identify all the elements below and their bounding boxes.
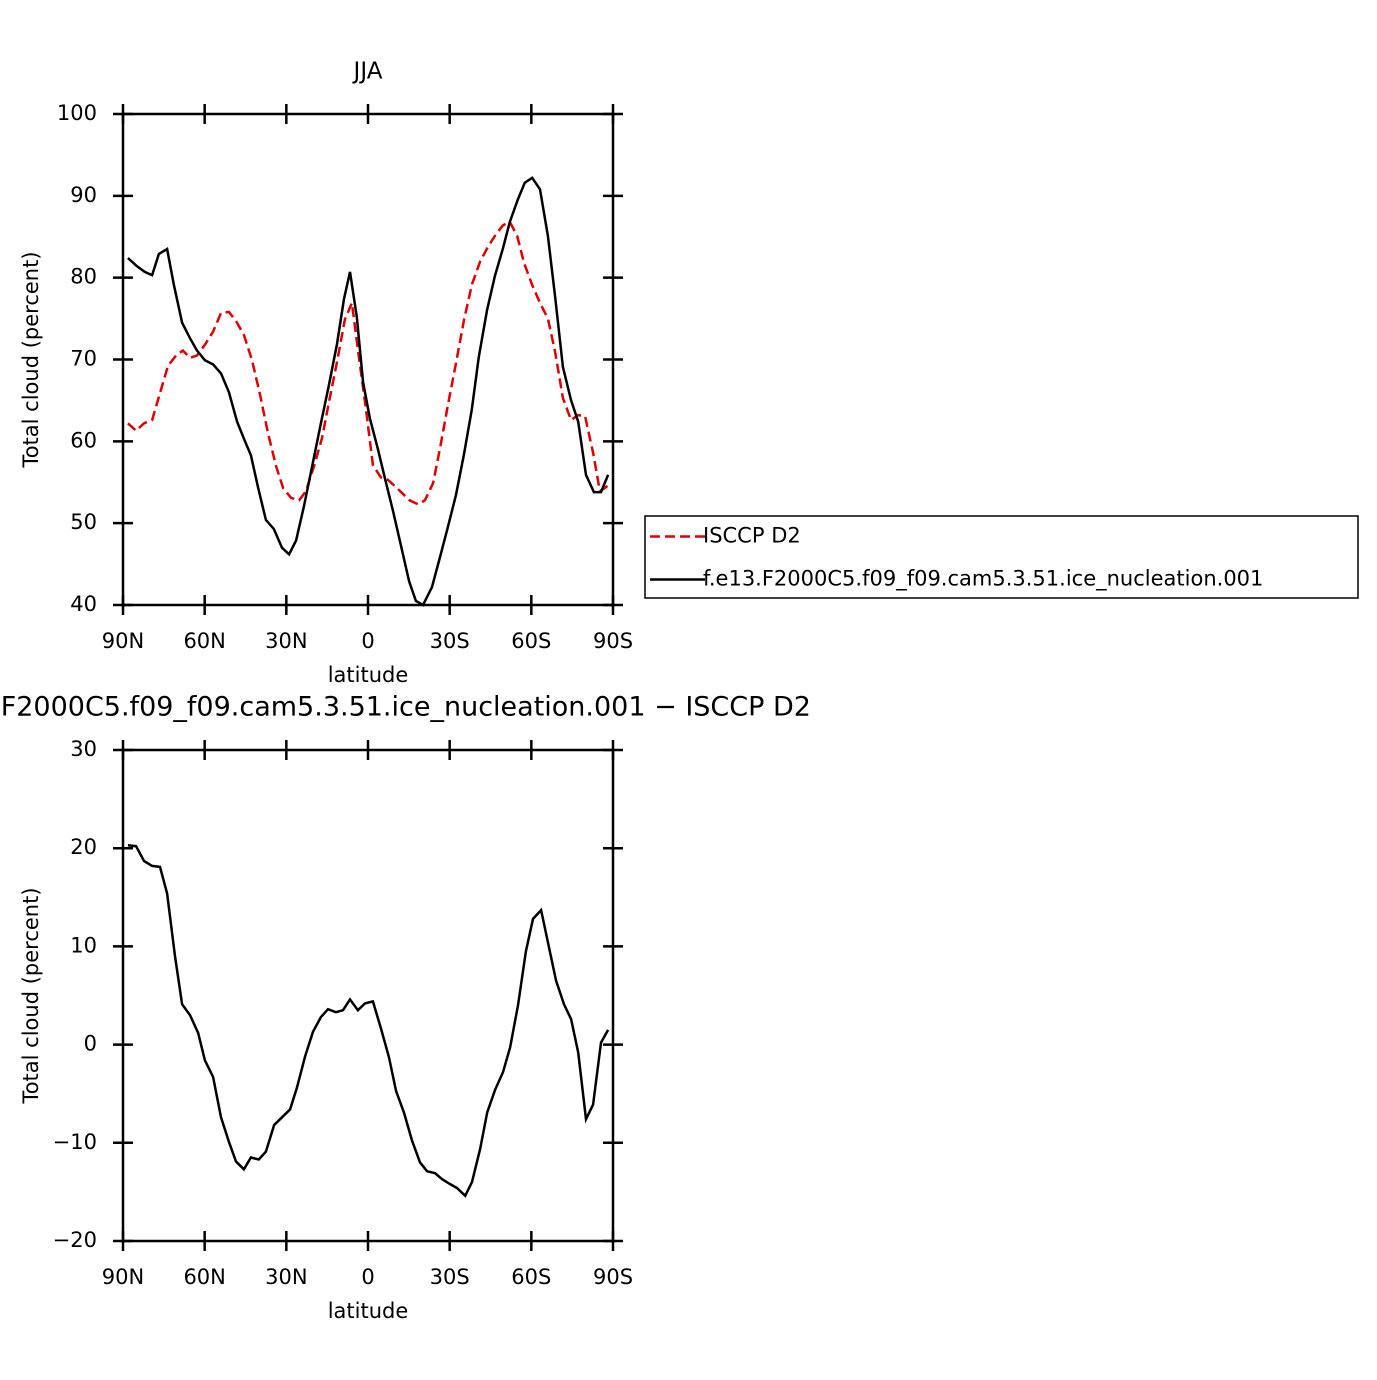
plot-frame bbox=[121, 748, 615, 1243]
chart-title: f.e13.F2000C5.f09_f09.cam5.3.51.ice_nucl… bbox=[0, 692, 811, 723]
x-tick-label: 60S bbox=[511, 1265, 551, 1289]
data-line bbox=[127, 176, 610, 607]
legend-box bbox=[644, 515, 1359, 599]
y-tick-label: 80 bbox=[70, 265, 97, 289]
y-tick-label: −10 bbox=[53, 1130, 97, 1154]
y-tick-label: 0 bbox=[84, 1032, 97, 1056]
x-axis-label: latitude bbox=[328, 1299, 409, 1323]
y-tick-label: 50 bbox=[70, 510, 97, 534]
y-tick-label: −20 bbox=[53, 1228, 97, 1252]
y-tick-label: 10 bbox=[70, 933, 97, 957]
x-tick-label: 30N bbox=[265, 1265, 307, 1289]
x-tick-label: 60N bbox=[183, 1265, 225, 1289]
x-tick-label: 30S bbox=[430, 629, 470, 653]
x-tick-label: 60N bbox=[183, 629, 225, 653]
x-tick-label: 90N bbox=[102, 629, 144, 653]
x-tick-label: 0 bbox=[361, 1265, 374, 1289]
y-tick-label: 90 bbox=[70, 183, 97, 207]
x-tick-label: 90N bbox=[102, 1265, 144, 1289]
x-tick-label: 30S bbox=[430, 1265, 470, 1289]
x-axis-label: latitude bbox=[328, 663, 409, 687]
x-tick-label: 60S bbox=[511, 629, 551, 653]
data-line bbox=[127, 844, 610, 1198]
data-line bbox=[127, 220, 609, 506]
y-axis-label: Total cloud (percent) bbox=[19, 887, 43, 1104]
chart-title: JJA bbox=[352, 59, 383, 85]
y-tick-label: 70 bbox=[70, 347, 97, 371]
x-tick-label: 90S bbox=[593, 629, 633, 653]
y-axis-label: Total cloud (percent) bbox=[19, 251, 43, 468]
y-tick-label: 60 bbox=[70, 428, 97, 452]
legend-label: ISCCP D2 bbox=[703, 524, 801, 548]
y-tick-label: 40 bbox=[70, 592, 97, 616]
x-tick-label: 0 bbox=[361, 629, 374, 653]
y-tick-label: 100 bbox=[57, 101, 97, 125]
legend-label: f.e13.F2000C5.f09_f09.cam5.3.51.ice_nucl… bbox=[703, 567, 1263, 592]
x-tick-label: 90S bbox=[593, 1265, 633, 1289]
x-tick-label: 30N bbox=[265, 629, 307, 653]
y-tick-label: 30 bbox=[70, 737, 97, 761]
y-tick-label: 20 bbox=[70, 835, 97, 859]
